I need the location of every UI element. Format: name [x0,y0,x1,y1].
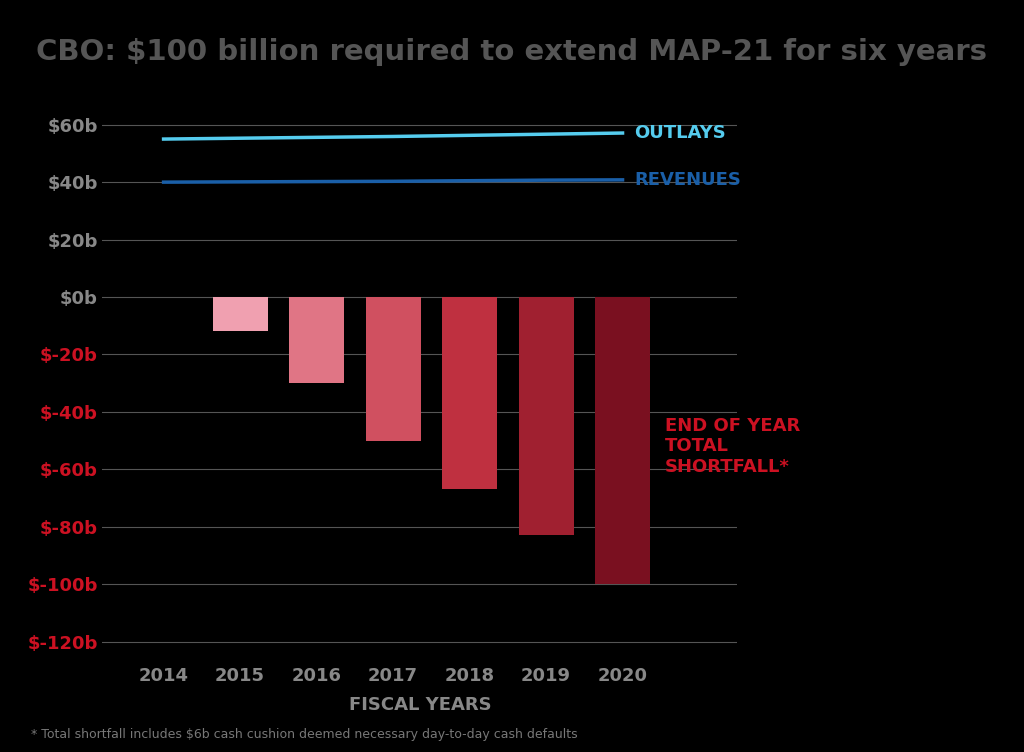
Bar [213,297,267,332]
Bar [442,297,497,490]
Text: CBO: $100 billion required to extend MAP-21 for six years: CBO: $100 billion required to extend MAP… [37,38,987,65]
Text: * Total shortfall includes $6b cash cushion deemed necessary day-to-day cash def: * Total shortfall includes $6b cash cush… [31,728,578,741]
Text: REVENUES: REVENUES [634,171,741,189]
Text: END OF YEAR
TOTAL
SHORTFALL*: END OF YEAR TOTAL SHORTFALL* [665,417,800,476]
Bar [518,297,573,535]
Bar [595,297,650,584]
Text: OUTLAYS: OUTLAYS [634,124,726,142]
X-axis label: FISCAL YEARS: FISCAL YEARS [348,696,492,714]
Bar [289,297,344,384]
Bar [366,297,421,441]
